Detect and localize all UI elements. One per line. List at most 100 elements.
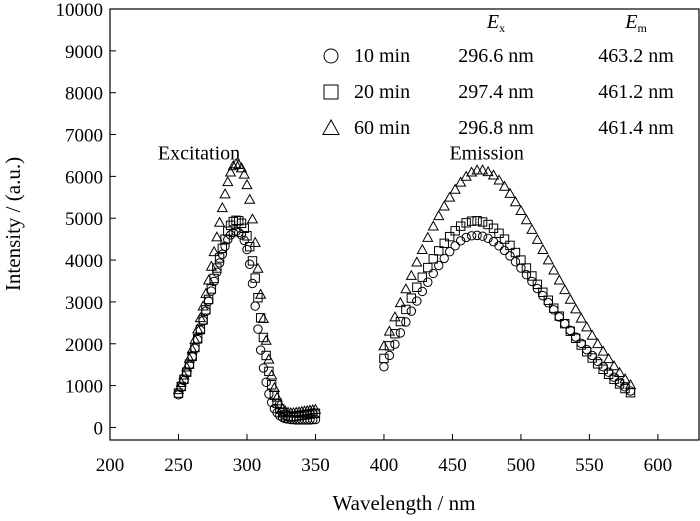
point-triangle-emission — [570, 303, 582, 314]
point-triangle-emission — [427, 220, 439, 231]
point-triangle-excitation — [274, 398, 286, 409]
point-square-emission — [549, 303, 559, 313]
point-square-excitation — [223, 226, 233, 236]
legend-em-value: 461.2 nm — [598, 81, 674, 103]
point-triangle-emission — [493, 174, 505, 185]
point-square-excitation — [247, 256, 258, 266]
point-triangle-emission — [482, 165, 494, 177]
point-triangle-excitation — [213, 216, 226, 227]
plot-frame — [109, 8, 700, 441]
point-circle-emission — [505, 251, 515, 261]
point-circle-emission — [527, 276, 537, 287]
point-square-emission — [565, 326, 575, 336]
point-circle-emission — [521, 270, 532, 280]
point-circle-emission — [412, 296, 422, 306]
point-square-emission — [576, 340, 586, 350]
point-circle-emission — [592, 356, 603, 367]
point-triangle-emission — [586, 329, 598, 340]
point-triangle-excitation — [224, 166, 237, 177]
point-square-emission — [505, 240, 515, 251]
point-triangle-emission — [624, 378, 637, 390]
x-tick-label: 200 — [96, 455, 125, 476]
point-triangle-excitation — [230, 157, 242, 169]
point-triangle-excitation — [186, 343, 198, 354]
point-triangle-excitation — [265, 369, 278, 380]
y-tick-label: 0 — [94, 418, 104, 439]
point-triangle-emission — [526, 223, 538, 234]
point-triangle-emission — [449, 183, 461, 194]
point-square-emission — [417, 272, 428, 282]
point-square-emission — [477, 217, 488, 227]
point-square-emission — [538, 287, 548, 297]
point-circle-emission — [428, 268, 438, 279]
y-tick-label: 10000 — [56, 0, 104, 21]
point-square-emission — [494, 228, 504, 238]
x-axis: 200 250 300 350 400 450 500 550 600 — [96, 434, 672, 476]
point-triangle-excitation — [178, 369, 190, 380]
x-tick-label: 400 — [370, 455, 399, 476]
point-circle-emission — [379, 362, 389, 372]
point-square-emission — [521, 263, 532, 273]
y-tick-label: 7000 — [65, 126, 103, 147]
legend-ex-value: 296.8 nm — [458, 117, 534, 139]
legend-ex-value: 296.6 nm — [458, 45, 534, 67]
y-tick-label: 3000 — [65, 293, 103, 314]
x-tick-label: 500 — [507, 455, 536, 476]
point-triangle-emission — [400, 283, 412, 294]
point-square-excitation — [192, 334, 203, 344]
point-circle-emission — [384, 350, 395, 361]
point-triangle-excitation — [191, 323, 204, 334]
point-triangle-emission — [559, 283, 571, 295]
point-triangle-excitation — [260, 334, 272, 345]
point-square-excitation — [195, 324, 206, 335]
point-square-excitation — [212, 263, 222, 273]
point-circle-excitation — [242, 244, 252, 255]
point-circle-emission — [390, 339, 400, 349]
point-square-emission — [598, 364, 608, 374]
point-square-excitation — [236, 218, 247, 228]
y-tick-label: 2000 — [65, 335, 103, 356]
point-circle-emission — [543, 298, 554, 308]
point-square-emission — [516, 255, 526, 265]
data-points — [172, 157, 637, 425]
point-triangle-excitation — [194, 311, 207, 323]
point-triangle-excitation — [197, 300, 209, 311]
point-square-emission — [401, 304, 411, 315]
point-square-emission — [592, 359, 603, 369]
y-tick-label: 8000 — [65, 84, 103, 105]
legend-em-value: 461.4 nm — [598, 117, 674, 139]
point-square-emission — [527, 271, 537, 281]
point-circle-emission — [472, 230, 482, 241]
x-axis-title: Wavelength / nm — [333, 491, 476, 515]
point-square-emission — [488, 223, 499, 233]
point-square-emission — [412, 282, 422, 292]
point-circle-excitation — [258, 363, 269, 373]
point-triangle-emission — [389, 311, 401, 322]
point-square-excitation — [255, 313, 266, 323]
point-triangle-excitation — [172, 383, 185, 395]
point-square-excitation — [239, 223, 249, 233]
point-triangle-excitation — [246, 213, 259, 224]
point-triangle-emission — [416, 243, 428, 254]
point-square-excitation — [242, 231, 252, 241]
point-triangle-emission — [476, 164, 489, 175]
legend-label: 10 min — [354, 45, 410, 67]
legend-marker-square — [323, 84, 339, 100]
point-triangle-excitation — [257, 312, 270, 324]
point-square-emission — [406, 293, 417, 303]
point-square-emission — [554, 311, 564, 321]
legend-header-em: Em — [624, 11, 647, 35]
point-circle-excitation — [310, 414, 321, 425]
point-triangle-excitation — [202, 274, 215, 285]
point-triangle-excitation — [249, 236, 261, 247]
point-square-excitation — [214, 253, 225, 263]
point-triangle-emission — [608, 360, 620, 371]
point-triangle-emission — [537, 243, 549, 254]
legend-label: 60 min — [354, 117, 410, 139]
point-triangle-emission — [378, 339, 390, 351]
point-triangle-emission — [405, 269, 418, 280]
point-square-emission — [587, 353, 597, 363]
legend-label: 20 min — [354, 81, 410, 103]
legend-header-ex: Ex — [486, 11, 505, 35]
x-tick-label: 250 — [164, 455, 193, 476]
